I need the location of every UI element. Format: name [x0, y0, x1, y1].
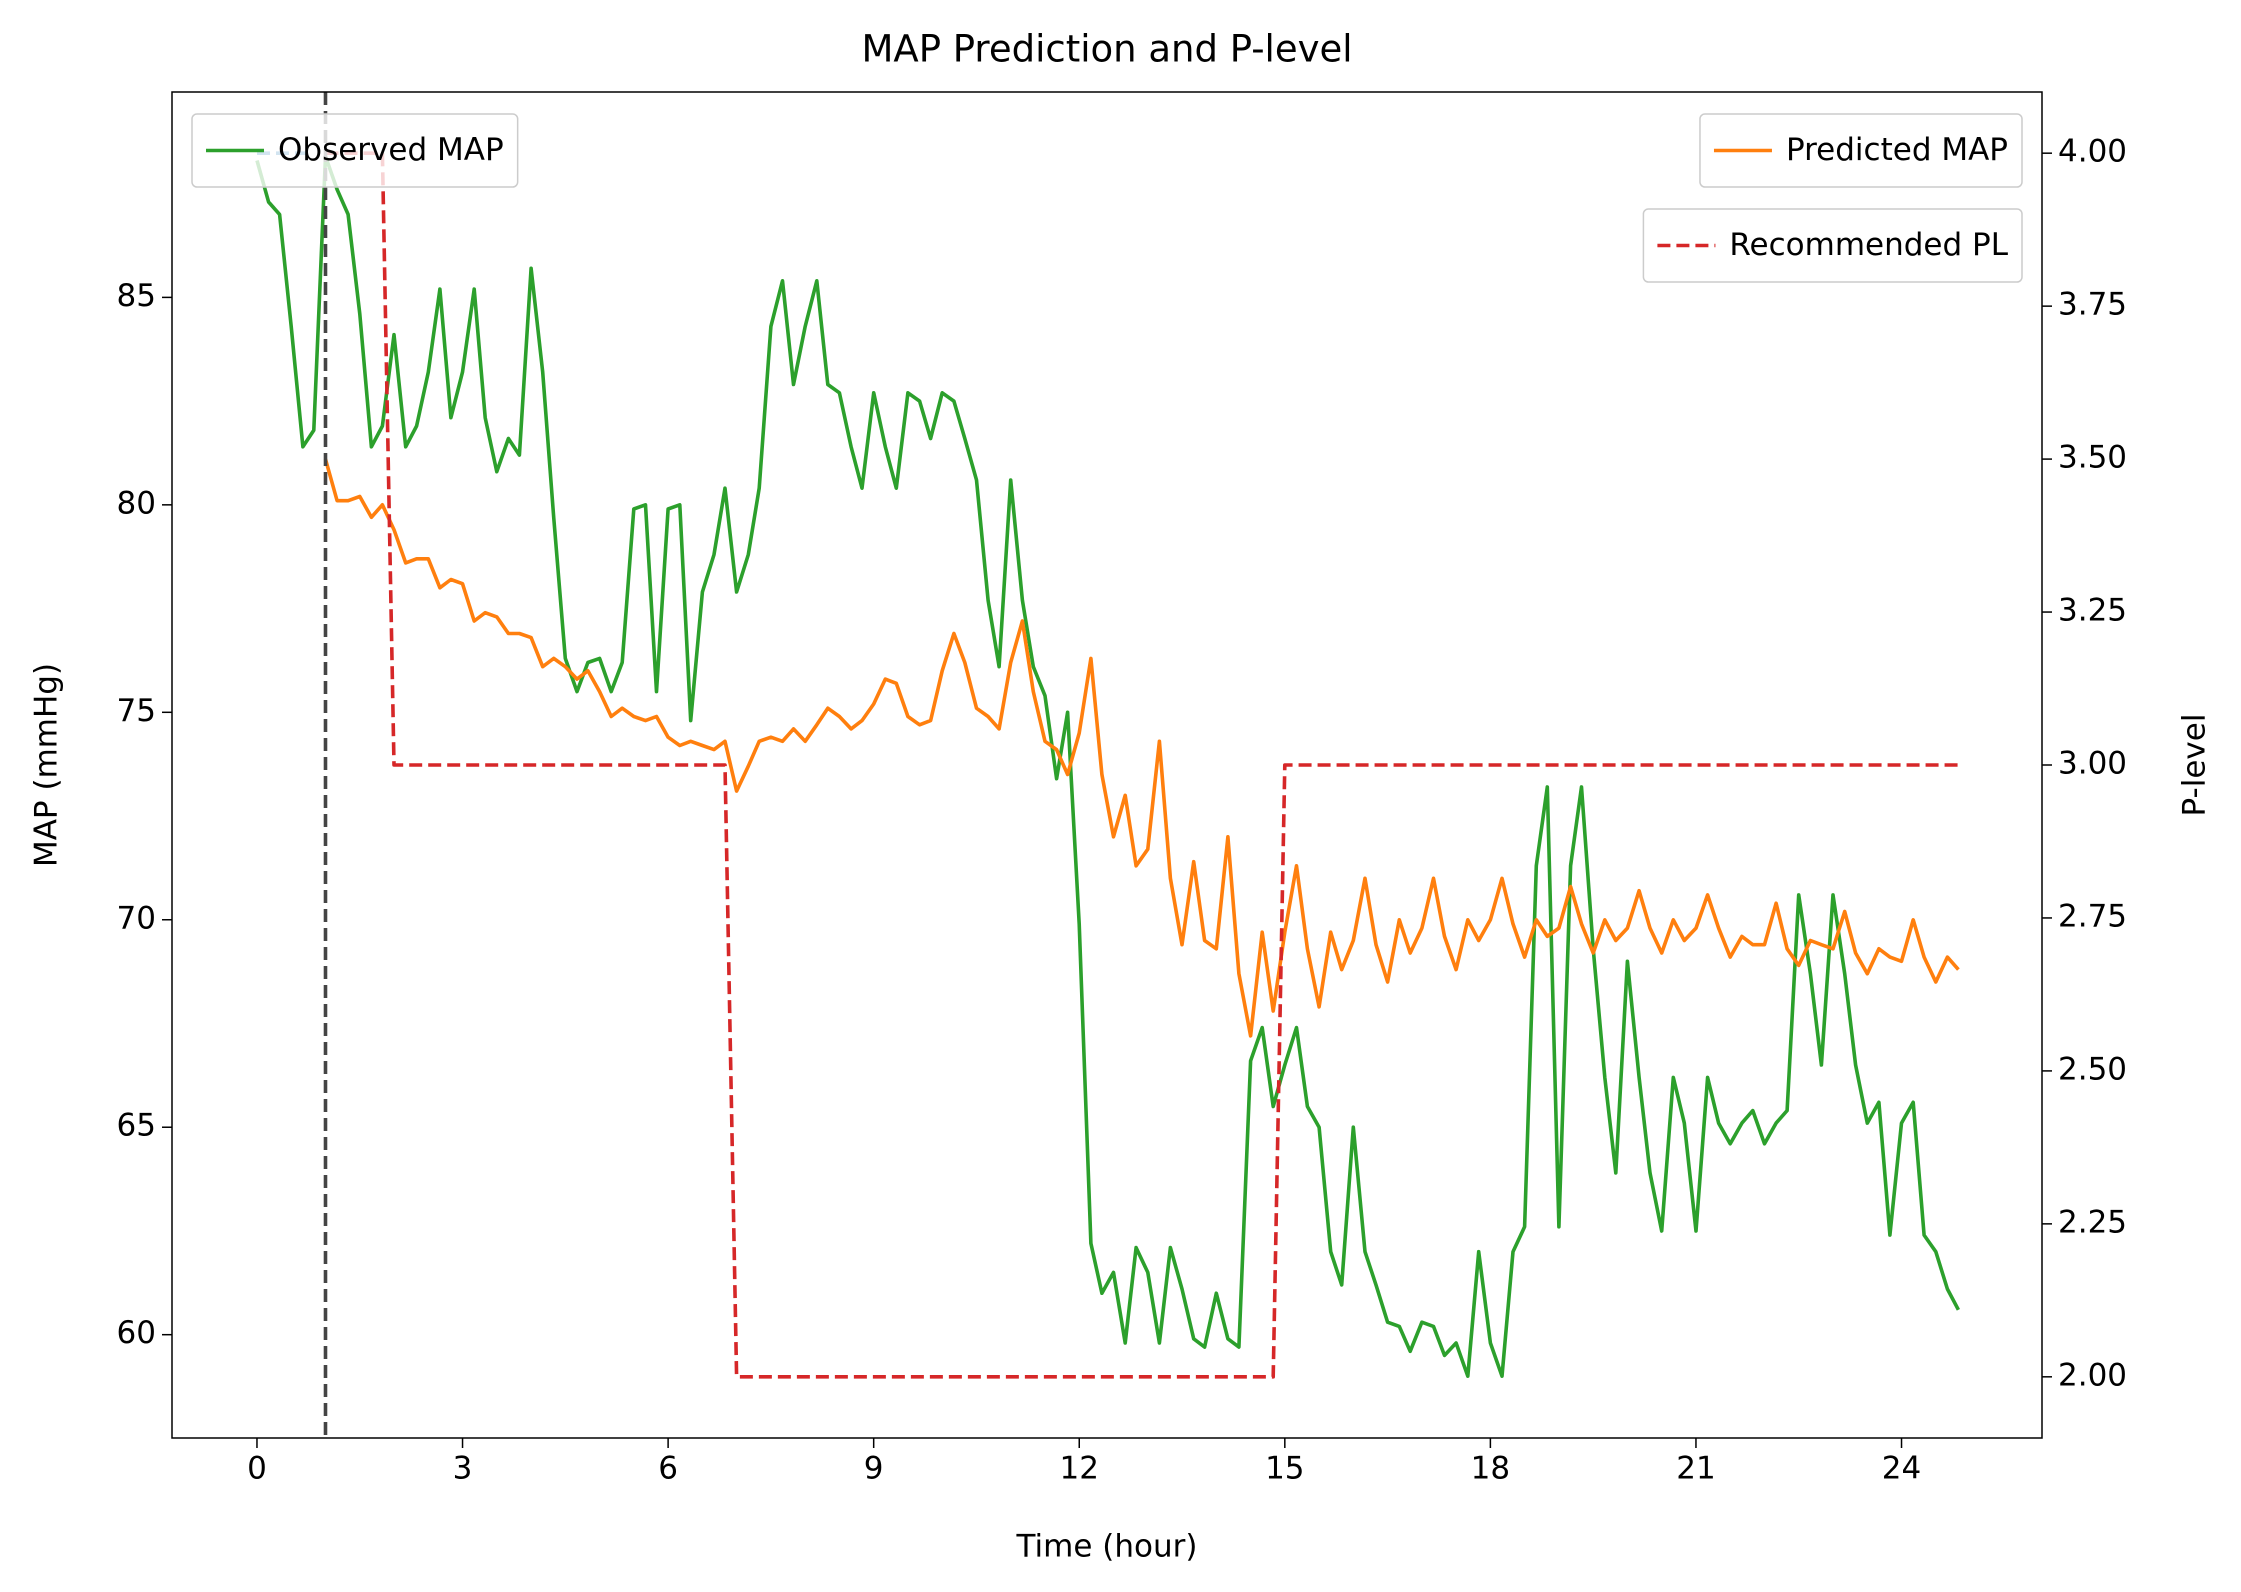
y2-tick-label: 4.00	[2058, 134, 2127, 170]
x-tick-label: 21	[1676, 1451, 1715, 1487]
x-tick-label: 3	[453, 1451, 473, 1487]
y2-tick-label: 3.75	[2058, 287, 2127, 323]
x-tick-label: 9	[864, 1451, 884, 1487]
y2-tick-label: 3.00	[2058, 746, 2127, 782]
legend-label: Observed MAP	[278, 132, 504, 168]
y-tick-label: 60	[117, 1315, 156, 1351]
legend: Predicted MAP	[1699, 113, 2023, 188]
legend-label: Recommended PL	[1729, 227, 2008, 263]
x-axis-label: Time (hour)	[1016, 1529, 1198, 1565]
y2-tick-label: 2.00	[2058, 1357, 2127, 1393]
legend: Observed MAP	[191, 113, 519, 188]
y2-tick-label: 2.25	[2058, 1204, 2127, 1240]
legend-label: Predicted MAP	[1786, 132, 2008, 168]
y2-tick-label: 3.25	[2058, 593, 2127, 629]
y-tick-label: 70	[117, 900, 156, 936]
series-line	[255, 154, 1960, 1378]
plot-frame	[171, 91, 2043, 1439]
y-tick-label: 80	[117, 485, 156, 521]
legend-box	[191, 113, 519, 188]
x-tick-label: 12	[1060, 1451, 1099, 1487]
x-tick-label: 24	[1882, 1451, 1921, 1487]
legend-box	[1642, 208, 2023, 283]
y2-tick-label: 3.50	[2058, 440, 2127, 476]
y2-tick-label: 2.50	[2058, 1051, 2127, 1087]
series-line	[323, 458, 1960, 1038]
y2-tick-label: 2.75	[2058, 898, 2127, 934]
chart-title: MAP Prediction and P-level	[861, 28, 1352, 71]
x-tick-label: 6	[658, 1451, 678, 1487]
legend-box	[1699, 113, 2023, 188]
y2-axis-label: P-level	[2177, 714, 2213, 817]
y-tick-label: 85	[117, 278, 156, 314]
y-tick-label: 75	[117, 693, 156, 729]
x-tick-label: 0	[247, 1451, 267, 1487]
series-line	[325, 151, 1959, 1379]
x-tick-label: 15	[1265, 1451, 1304, 1487]
legend: Recommended PL	[1642, 208, 2023, 283]
y-axis-label: MAP (mmHg)	[29, 663, 65, 867]
y-tick-label: 65	[117, 1108, 156, 1144]
x-tick-label: 18	[1471, 1451, 1510, 1487]
